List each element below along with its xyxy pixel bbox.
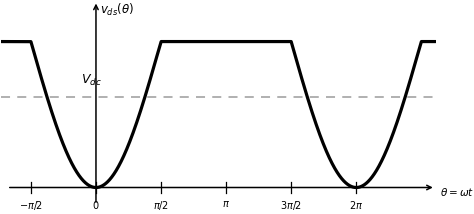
Text: $3\pi/2$: $3\pi/2$ xyxy=(280,199,302,212)
Text: $V_{dc}$: $V_{dc}$ xyxy=(82,73,102,88)
Text: $v_{ds}(\theta)$: $v_{ds}(\theta)$ xyxy=(100,2,134,18)
Text: $\theta=\omega t$: $\theta=\omega t$ xyxy=(440,186,474,198)
Text: $-\pi/2$: $-\pi/2$ xyxy=(19,199,43,212)
Text: $2\pi$: $2\pi$ xyxy=(349,199,364,211)
Text: $0$: $0$ xyxy=(92,199,100,211)
Text: $\pi$: $\pi$ xyxy=(222,199,230,209)
Text: $\pi/2$: $\pi/2$ xyxy=(153,199,169,212)
